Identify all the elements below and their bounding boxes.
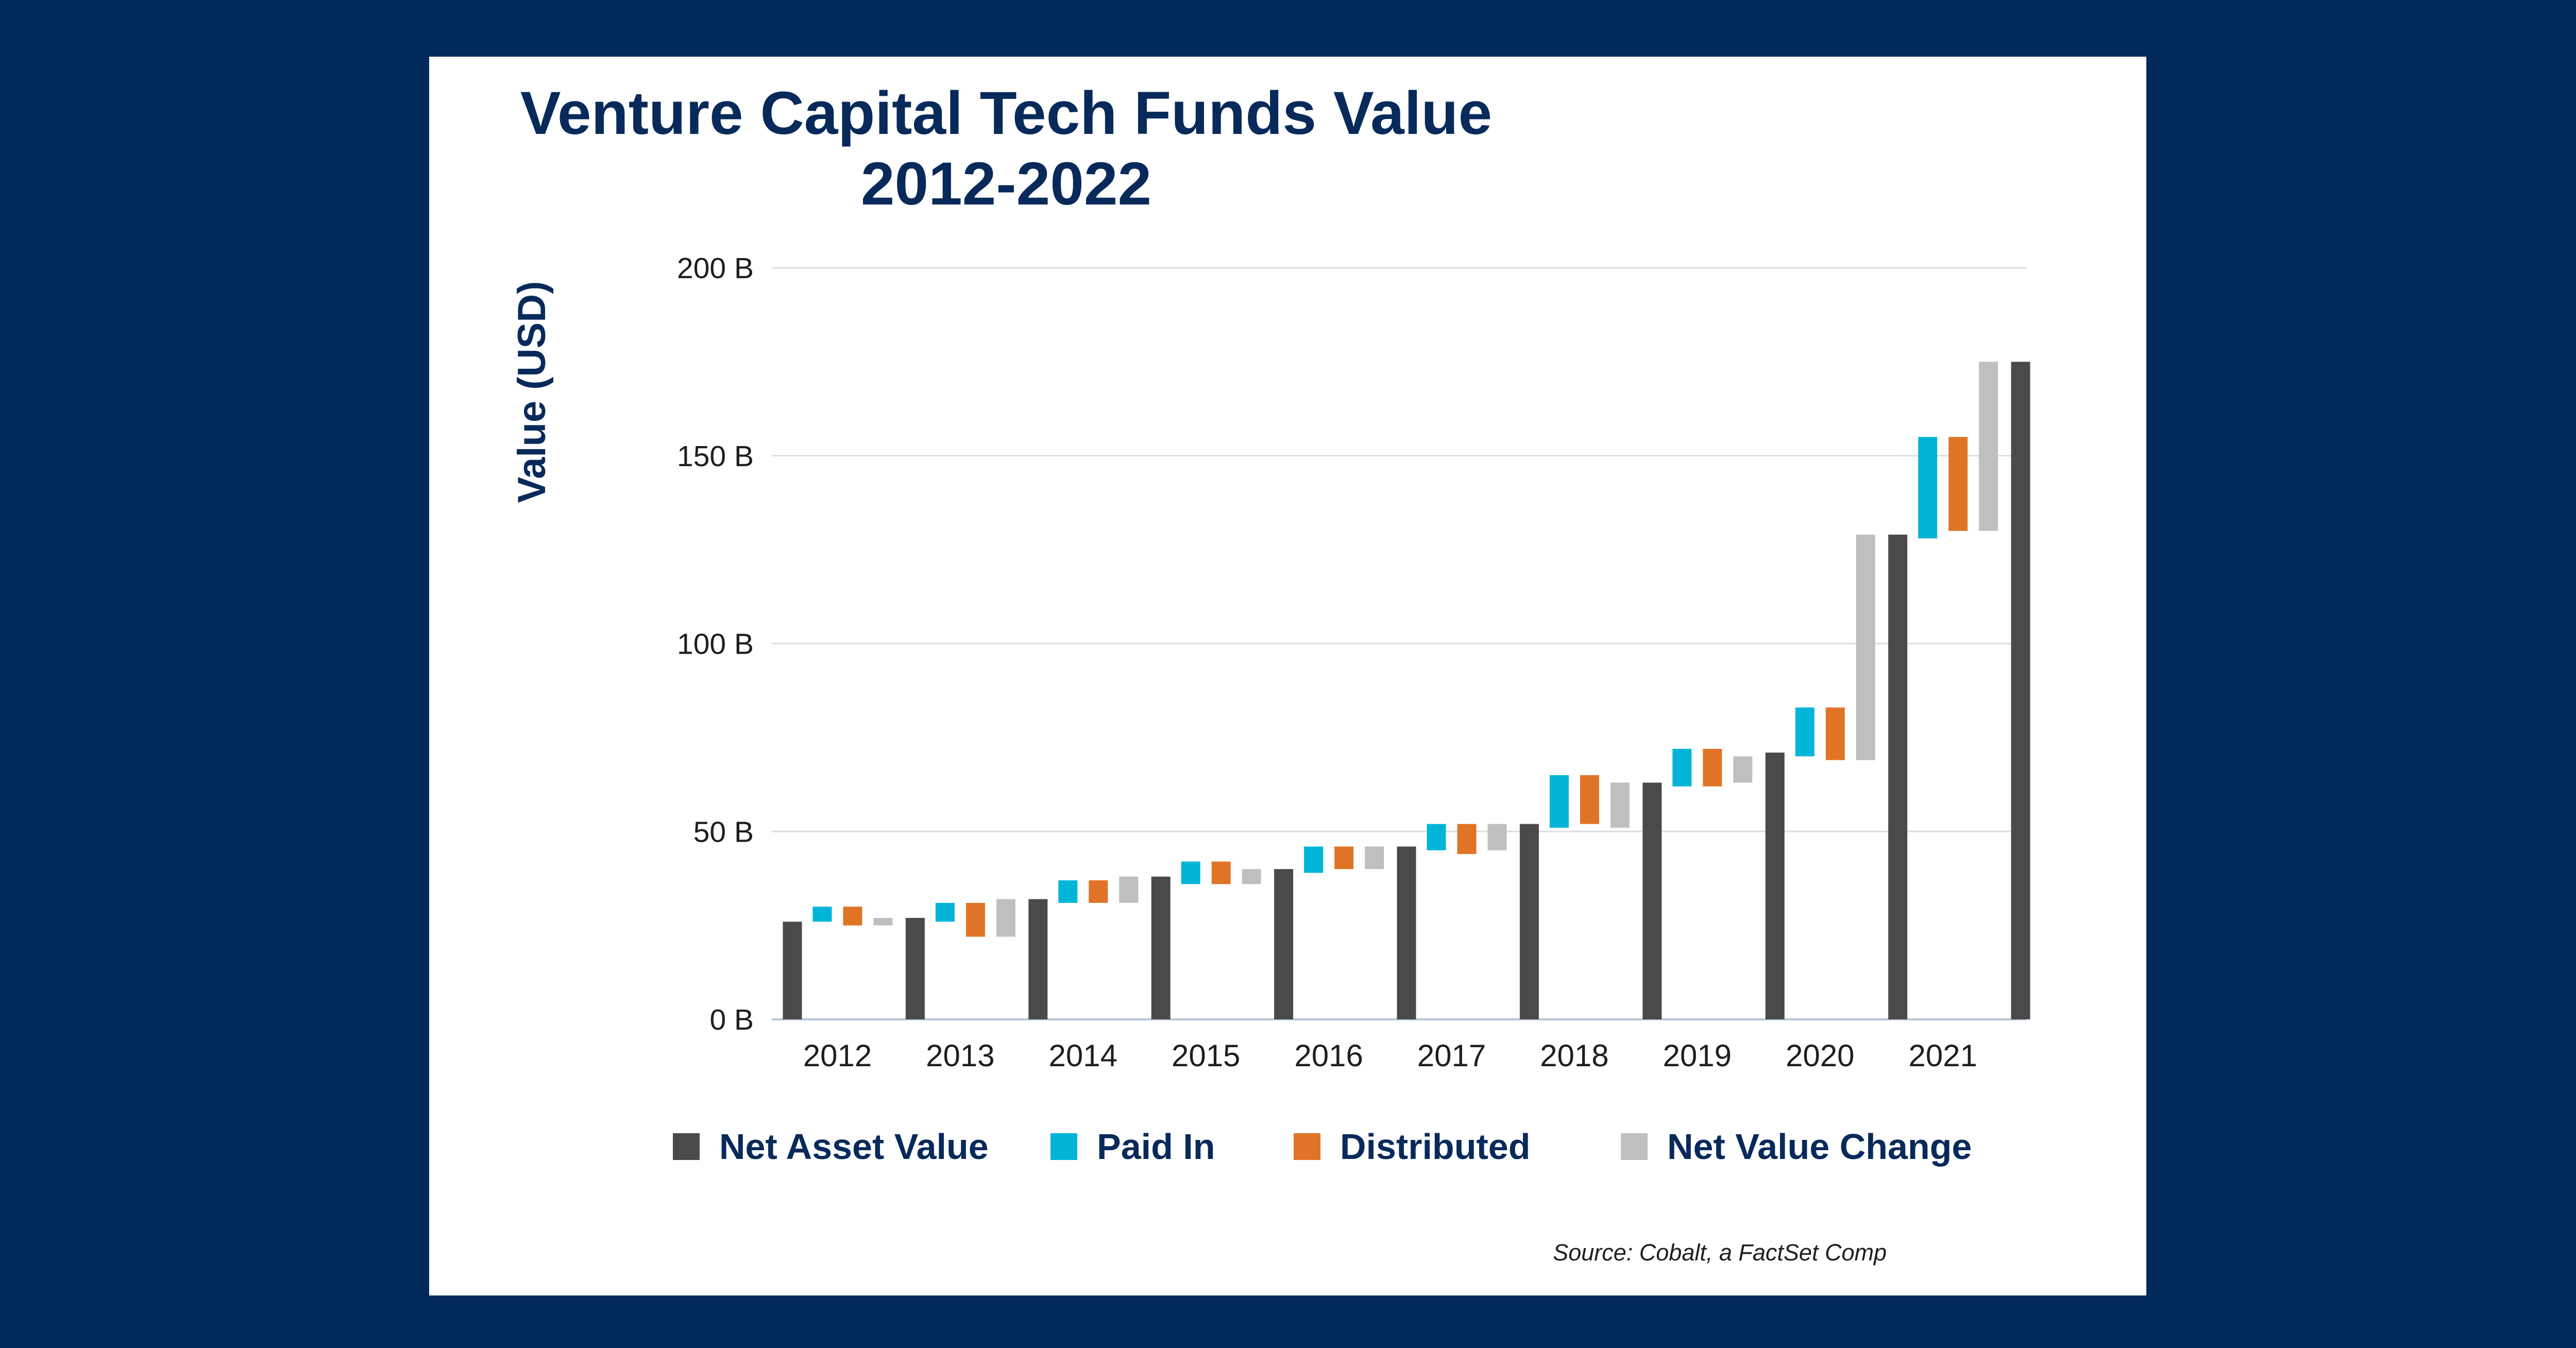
bar-paid-in-2021 (1918, 437, 1938, 539)
bar-nav-2020 (1765, 753, 1785, 1019)
legend-label-0: Net Asset Value (719, 1127, 989, 1167)
bar-paid-in-2015 (1181, 861, 1200, 884)
bar-paid-in-2012 (812, 907, 832, 922)
x-tick-label-2021: 2021 (1908, 1038, 1977, 1073)
bar-paid-in-2019 (1672, 748, 1692, 787)
legend-label-1: Paid In (1097, 1127, 1215, 1167)
y-tick-label-100: 100 B (677, 628, 754, 661)
bar-nav-2013 (905, 918, 925, 1019)
legend: Net Asset Value Paid In Distributed Net Val… (673, 1127, 1972, 1167)
x-tick-label-2017: 2017 (1417, 1038, 1486, 1073)
y-tick-label-200: 200 B (677, 252, 754, 285)
bar-net-change-2020 (1856, 534, 1875, 760)
bar-distributed-2021 (1948, 437, 1968, 531)
y-axis-label: Value (USD) (510, 281, 554, 503)
bars (783, 362, 2030, 1019)
bar-net-change-2013 (996, 899, 1015, 937)
bar-paid-in-2014 (1058, 880, 1078, 903)
bar-net-change-2018 (1610, 782, 1630, 828)
bar-paid-in-2017 (1427, 824, 1446, 850)
bar-nav-2021 (1888, 534, 1908, 1019)
source-note: Source: Cobalt, a FactSet Comp (1553, 1239, 1887, 1266)
bar-nav-2019 (1642, 782, 1662, 1019)
x-tick-label-2013: 2013 (926, 1038, 994, 1073)
x-tick-label-2015: 2015 (1172, 1038, 1240, 1073)
waterfall-chart: Venture Capital Tech Funds Value 2012-20… (510, 79, 2030, 1266)
chart-title-line-1: Venture Capital Tech Funds Value (520, 79, 1492, 147)
legend-swatch-3 (1621, 1133, 1648, 1160)
bar-distributed-2015 (1211, 861, 1231, 884)
bar-nav-2018 (1519, 824, 1539, 1019)
bar-paid-in-2013 (935, 902, 955, 922)
bar-net-change-2012 (873, 918, 893, 926)
bar-nav-2012 (783, 922, 802, 1019)
x-tick-label-2016: 2016 (1294, 1038, 1363, 1073)
bar-distributed-2018 (1580, 775, 1599, 824)
x-tick-label-2019: 2019 (1663, 1038, 1732, 1073)
bar-nav-final (2011, 362, 2030, 1019)
legend-swatch-0 (673, 1133, 700, 1160)
bar-paid-in-2018 (1549, 775, 1569, 828)
bar-distributed-2013 (965, 902, 985, 937)
y-tick-label-0: 0 B (709, 1003, 754, 1036)
bar-paid-in-2016 (1304, 846, 1324, 873)
legend-label-2: Distributed (1340, 1127, 1530, 1167)
bar-distributed-2012 (843, 907, 862, 926)
bar-distributed-2017 (1457, 824, 1477, 855)
x-axis-ticks: 2012 2013 2014 2015 2016 2017 2018 2019 2020 2021 (803, 1038, 1977, 1073)
bar-net-change-2016 (1365, 846, 1384, 869)
bar-net-change-2017 (1487, 824, 1507, 850)
x-tick-label-2018: 2018 (1540, 1038, 1608, 1073)
x-tick-label-2012: 2012 (803, 1038, 872, 1073)
bar-net-change-2014 (1119, 876, 1139, 903)
bar-paid-in-2020 (1795, 707, 1815, 757)
y-tick-label-50: 50 B (693, 815, 754, 848)
chart-card: Venture Capital Tech Funds Value 2012-20… (429, 57, 2146, 1295)
chart-title-line-2: 2012-2022 (861, 150, 1151, 218)
bar-net-change-2015 (1242, 869, 1261, 884)
legend-label-3: Net Value Change (1667, 1127, 1972, 1167)
bar-nav-2017 (1397, 846, 1416, 1019)
legend-swatch-2 (1294, 1133, 1320, 1160)
bar-distributed-2020 (1825, 707, 1845, 760)
bar-distributed-2014 (1089, 880, 1108, 903)
y-axis-ticks: 0 B 50 B 100 B 150 B 200 B (677, 252, 754, 1036)
bar-distributed-2019 (1703, 748, 1722, 787)
bar-nav-2015 (1151, 876, 1171, 1019)
x-tick-label-2014: 2014 (1049, 1038, 1117, 1073)
bar-net-change-2021 (1979, 362, 1998, 531)
x-tick-label-2020: 2020 (1786, 1038, 1854, 1073)
bar-net-change-2019 (1733, 756, 1753, 783)
bar-nav-2014 (1028, 899, 1048, 1019)
y-tick-label-150: 150 B (677, 440, 754, 473)
bar-nav-2016 (1274, 869, 1294, 1019)
bar-distributed-2016 (1334, 846, 1354, 869)
legend-swatch-1 (1050, 1133, 1077, 1160)
